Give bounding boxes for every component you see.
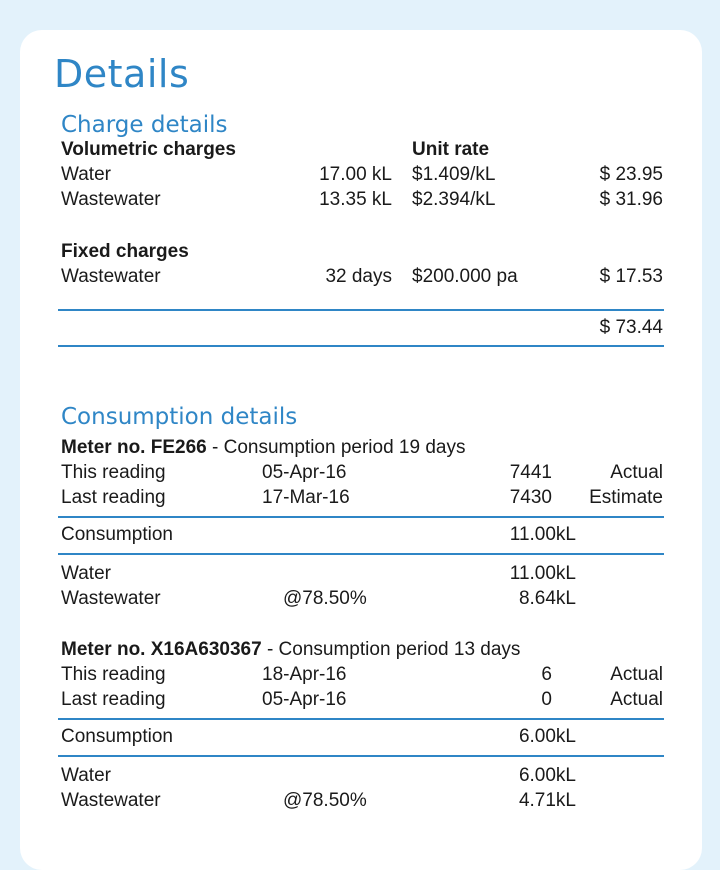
water-value: 11.00kL bbox=[509, 563, 576, 584]
charge-qty: 13.35 kL bbox=[319, 189, 392, 210]
wastewater-value: 4.71kL bbox=[518, 790, 576, 811]
divider bbox=[58, 718, 664, 720]
volumetric-charges-label: Volumetric charges bbox=[61, 139, 236, 160]
reading-value: 0 bbox=[541, 689, 552, 710]
wastewater-value: 8.64kL bbox=[518, 588, 576, 609]
charge-qty: 17.00 kL bbox=[319, 164, 392, 185]
charge-amount: $ 31.96 bbox=[599, 189, 663, 210]
reading-value: 7430 bbox=[509, 487, 552, 508]
water-value: 6.00kL bbox=[518, 765, 576, 786]
reading-label: This reading bbox=[61, 664, 166, 685]
reading-value: 7441 bbox=[509, 462, 552, 483]
meter-heading: Meter no. FE266 - Consumption period 19 … bbox=[61, 437, 465, 459]
charge-qty: 32 days bbox=[325, 266, 392, 287]
water-label: Water bbox=[61, 765, 111, 786]
reading-type: Estimate bbox=[589, 487, 663, 508]
meter-heading: Meter no. X16A630367 - Consumption perio… bbox=[61, 639, 520, 661]
charge-rate: $2.394/kL bbox=[412, 189, 496, 210]
reading-date: 18-Apr-16 bbox=[262, 664, 347, 685]
charge-amount: $ 17.53 bbox=[599, 266, 663, 287]
reading-date: 17-Mar-16 bbox=[262, 487, 350, 508]
reading-date: 05-Apr-16 bbox=[262, 689, 347, 710]
consumption-period: - Consumption period 13 days bbox=[261, 639, 521, 660]
wastewater-percent: @78.50% bbox=[283, 588, 367, 609]
meter-number: Meter no. X16A630367 bbox=[61, 639, 262, 660]
charge-details-heading: Charge details bbox=[61, 112, 228, 138]
reading-type: Actual bbox=[610, 462, 663, 483]
consumption-value: 11.00kL bbox=[509, 524, 576, 545]
consumption-details-heading: Consumption details bbox=[61, 404, 298, 430]
reading-label: This reading bbox=[61, 462, 166, 483]
divider bbox=[58, 345, 664, 347]
reading-label: Last reading bbox=[61, 689, 166, 710]
charges-total: $ 73.44 bbox=[599, 317, 663, 338]
charge-name: Wastewater bbox=[61, 189, 161, 210]
reading-value: 6 bbox=[541, 664, 552, 685]
consumption-label: Consumption bbox=[61, 726, 173, 747]
charge-rate: $1.409/kL bbox=[412, 164, 496, 185]
charge-rate: $200.000 pa bbox=[412, 266, 518, 287]
unit-rate-label: Unit rate bbox=[412, 139, 490, 160]
meter-number: Meter no. FE266 bbox=[61, 437, 207, 458]
charge-name: Water bbox=[61, 164, 111, 185]
reading-date: 05-Apr-16 bbox=[262, 462, 347, 483]
reading-label: Last reading bbox=[61, 487, 166, 508]
divider bbox=[58, 755, 664, 757]
page-title: Details bbox=[54, 52, 190, 96]
water-label: Water bbox=[61, 563, 111, 584]
details-card bbox=[20, 30, 702, 870]
divider bbox=[58, 309, 664, 311]
consumption-label: Consumption bbox=[61, 524, 173, 545]
wastewater-label: Wastewater bbox=[61, 588, 161, 609]
wastewater-label: Wastewater bbox=[61, 790, 161, 811]
charge-name: Wastewater bbox=[61, 266, 161, 287]
fixed-charges-label: Fixed charges bbox=[61, 241, 189, 262]
wastewater-percent: @78.50% bbox=[283, 790, 367, 811]
consumption-period: - Consumption period 19 days bbox=[206, 437, 466, 458]
divider bbox=[58, 516, 664, 518]
reading-type: Actual bbox=[610, 689, 663, 710]
consumption-value: 6.00kL bbox=[518, 726, 576, 747]
reading-type: Actual bbox=[610, 664, 663, 685]
divider bbox=[58, 553, 664, 555]
charge-amount: $ 23.95 bbox=[599, 164, 663, 185]
